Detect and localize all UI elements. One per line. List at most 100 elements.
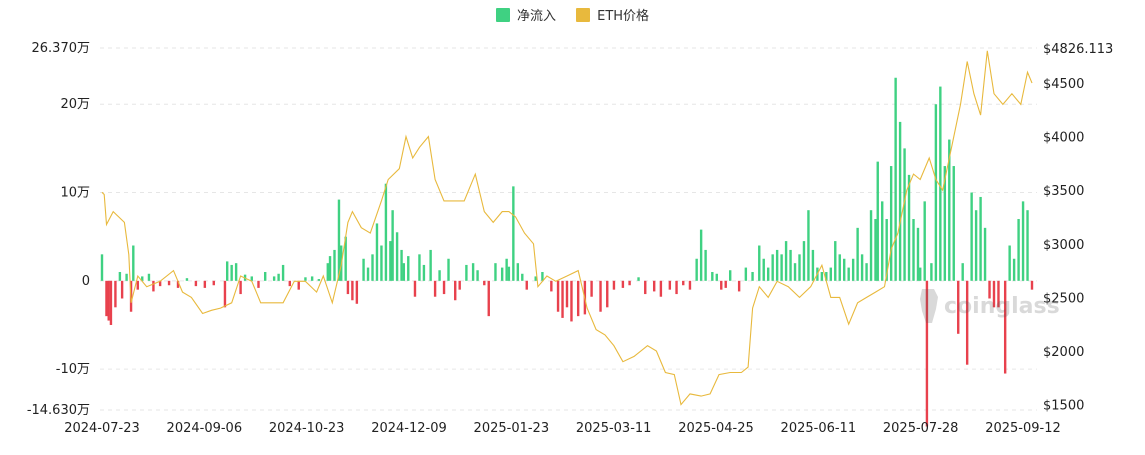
net-inflow-bar bbox=[107, 280, 110, 321]
x-tick-label: 2025-04-25 bbox=[678, 421, 754, 436]
net-inflow-bar bbox=[422, 264, 426, 281]
net-inflow-bar bbox=[682, 280, 685, 286]
net-inflow-bar bbox=[442, 280, 446, 295]
net-inflow-bar bbox=[970, 192, 973, 281]
x-tick-label: 2025-03-11 bbox=[576, 421, 652, 436]
x-tick-label: 2025-07-28 bbox=[883, 421, 959, 436]
net-inflow-bar bbox=[465, 264, 468, 281]
net-inflow-bar bbox=[838, 254, 841, 281]
net-inflow-bar bbox=[599, 280, 602, 312]
x-axis-labels: 2024-07-23 2024-09-06 2024-10-23 2024-12-09… bbox=[64, 421, 1061, 436]
net-inflow-bar bbox=[297, 280, 300, 290]
net-inflow-bar bbox=[847, 267, 850, 281]
net-inflow-bar bbox=[979, 196, 982, 281]
net-inflow-bar bbox=[167, 280, 171, 286]
net-inflow-bar bbox=[925, 280, 929, 427]
net-inflow-bar bbox=[965, 280, 969, 365]
net-inflow-bar bbox=[957, 280, 960, 334]
net-inflow-bar bbox=[934, 104, 938, 281]
net-inflow-bar bbox=[576, 280, 580, 317]
right-tick-label: $3000 bbox=[1043, 238, 1084, 253]
net-inflow-bar bbox=[225, 261, 229, 281]
net-inflow-bar bbox=[525, 280, 528, 290]
net-inflow-bar bbox=[997, 280, 1000, 308]
legend-item-eth-price[interactable]: ETH价格 bbox=[576, 5, 649, 24]
net-inflow-bar bbox=[395, 232, 399, 281]
net-inflow-bar bbox=[371, 254, 374, 281]
net-inflow-bar bbox=[903, 148, 906, 281]
right-tick-label: $4000 bbox=[1043, 131, 1084, 146]
eth-price-line bbox=[101, 50, 1033, 406]
net-inflow-bar bbox=[1003, 280, 1007, 374]
net-inflow-bar bbox=[865, 263, 868, 281]
net-inflow-bar bbox=[550, 280, 553, 292]
net-inflow-bar bbox=[355, 280, 359, 304]
net-inflow-bar bbox=[652, 280, 656, 292]
net-inflow-bar bbox=[943, 166, 947, 281]
net-inflow-bar bbox=[916, 227, 920, 281]
net-inflow-bar bbox=[983, 227, 987, 281]
net-inflow-bar bbox=[606, 280, 609, 308]
x-tick-label: 2024-09-06 bbox=[167, 421, 243, 436]
net-inflow-bar bbox=[147, 273, 151, 281]
x-tick-label: 2024-12-09 bbox=[371, 421, 447, 436]
net-inflow-bar bbox=[1008, 245, 1011, 281]
watermark-text: coinglass bbox=[944, 293, 1060, 319]
net-inflow-bar bbox=[829, 267, 832, 281]
legend-item-net-inflow[interactable]: 净流入 bbox=[495, 5, 556, 24]
net-inflow-bar bbox=[304, 277, 307, 281]
net-inflow-bar bbox=[876, 161, 879, 281]
net-inflow-bar bbox=[203, 280, 207, 288]
net-inflow-bar bbox=[234, 263, 238, 281]
net-inflow-bar bbox=[659, 280, 663, 297]
net-inflow-bar bbox=[675, 280, 678, 295]
left-tick-label: 10万 bbox=[60, 186, 90, 201]
net-inflow-bar bbox=[326, 263, 329, 281]
net-inflow-bar bbox=[561, 280, 564, 318]
net-inflow-bar bbox=[952, 166, 955, 281]
net-inflow-bar bbox=[500, 267, 504, 281]
net-inflow-bar bbox=[889, 166, 893, 281]
net-inflow-bar bbox=[923, 201, 926, 281]
legend-swatch-eth-price bbox=[576, 7, 591, 22]
net-inflow-bar bbox=[100, 254, 104, 281]
net-inflow-bar bbox=[565, 280, 569, 308]
net-inflow-bar bbox=[487, 280, 490, 317]
net-inflow-bar bbox=[152, 280, 155, 292]
net-inflow-bar bbox=[1012, 258, 1016, 281]
net-inflow-bar bbox=[898, 121, 902, 281]
net-inflow-bar bbox=[724, 280, 727, 288]
net-inflow-bar bbox=[239, 280, 242, 295]
net-inflow-bar bbox=[825, 271, 828, 281]
net-inflow-bar bbox=[1017, 219, 1020, 281]
right-axis-labels: $4826.113 $4500 $4000 $3500 $3000 $2500 $2000 $… bbox=[1043, 42, 1113, 414]
net-inflow-bar bbox=[418, 254, 421, 281]
net-inflow-bar bbox=[720, 280, 723, 290]
net-inflow-bar bbox=[780, 254, 783, 281]
net-inflow-bar bbox=[1026, 210, 1029, 281]
left-tick-label: 0 bbox=[82, 274, 90, 289]
net-inflow-bar bbox=[1021, 201, 1025, 281]
net-inflow-bar bbox=[212, 280, 215, 286]
right-tick-label: $2000 bbox=[1043, 345, 1084, 360]
net-inflow-bar bbox=[894, 77, 897, 281]
net-inflow-bar bbox=[802, 241, 806, 281]
net-inflow-bar bbox=[590, 280, 593, 297]
net-inflow-bar bbox=[793, 263, 797, 281]
right-tick-label: $4826.113 bbox=[1043, 42, 1113, 57]
net-inflow-bar bbox=[277, 273, 280, 281]
net-inflow-bar bbox=[516, 263, 520, 281]
net-inflow-bar bbox=[534, 276, 537, 281]
net-inflow-bar bbox=[136, 280, 139, 290]
net-inflow-bar bbox=[762, 258, 765, 281]
x-tick-label: 2025-06-11 bbox=[781, 421, 857, 436]
net-inflow-bar bbox=[570, 280, 573, 322]
net-inflow-bar bbox=[380, 245, 383, 281]
net-inflow-bar bbox=[366, 267, 370, 281]
net-inflow-bar bbox=[185, 278, 189, 281]
net-inflow-bar bbox=[223, 280, 227, 308]
net-inflow-bar bbox=[869, 210, 873, 281]
legend-label-eth-price: ETH价格 bbox=[597, 9, 650, 24]
left-axis-labels: 26.370万 20万 10万 0 -10万 -14.630万 bbox=[27, 41, 90, 418]
